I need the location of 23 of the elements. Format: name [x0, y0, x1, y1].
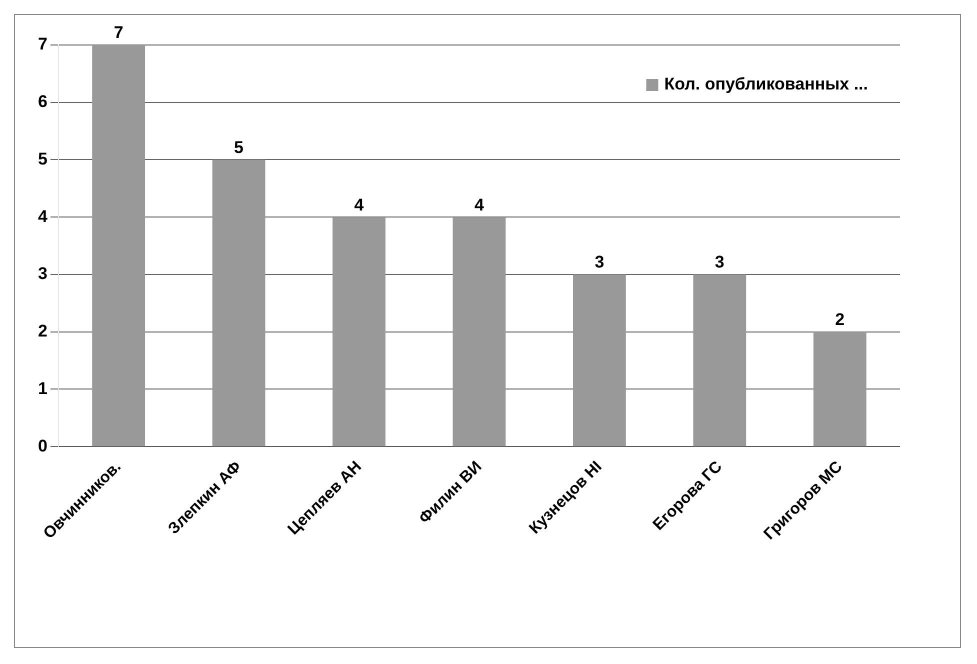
data-label: 5 [234, 138, 244, 157]
y-tick-label: 4 [38, 206, 48, 226]
y-tick-label: 6 [38, 92, 48, 112]
data-label: 3 [594, 252, 604, 272]
bar [212, 160, 266, 446]
y-tick-label: 7 [38, 34, 48, 54]
y-tick-label: 0 [38, 436, 48, 456]
bar [693, 274, 746, 446]
bar [452, 217, 506, 446]
y-tick-label: 2 [38, 322, 48, 341]
y-tick-label: 3 [38, 264, 48, 284]
data-label: 2 [835, 310, 845, 330]
y-tick-label: 5 [38, 149, 48, 168]
data-label: 4 [354, 195, 364, 214]
legend-label: Кол. опубликованных ... [664, 74, 868, 94]
bar [573, 274, 626, 446]
data-label: 3 [714, 252, 724, 272]
data-label: 7 [114, 23, 124, 42]
bar [813, 332, 866, 446]
y-tick-label: 1 [38, 378, 48, 398]
data-label: 4 [474, 195, 484, 214]
bar [92, 45, 146, 446]
bar [332, 217, 386, 446]
